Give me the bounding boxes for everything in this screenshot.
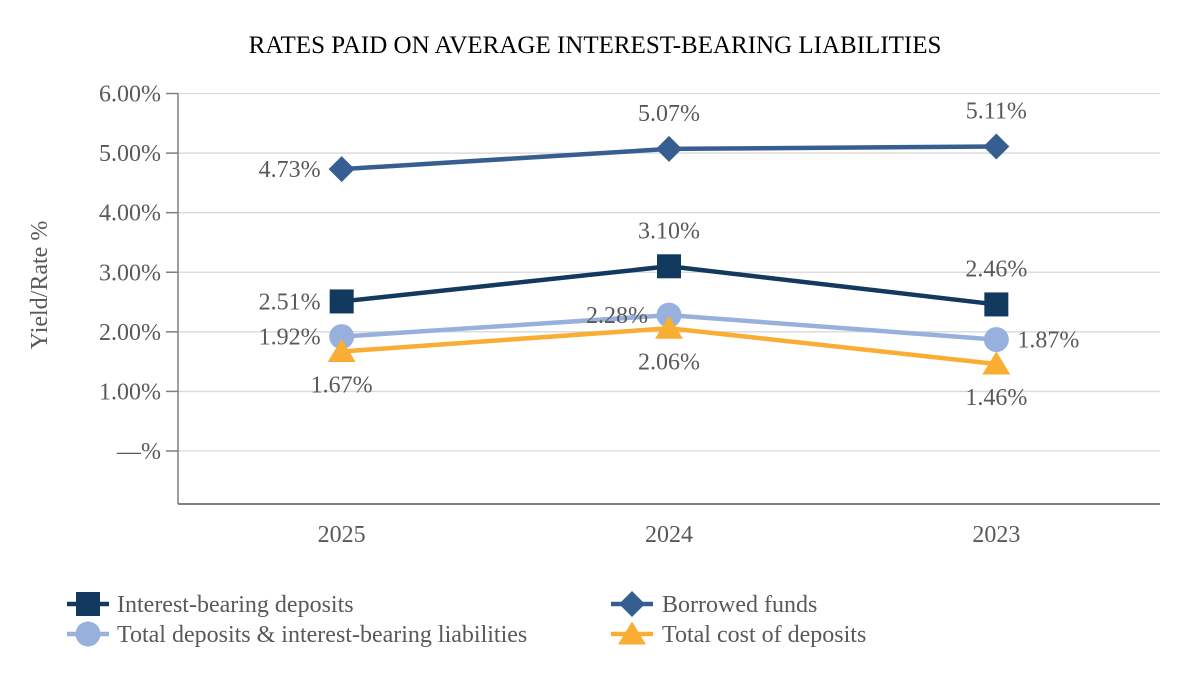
data-point-label: 2.51% (259, 289, 321, 315)
square-marker (657, 254, 681, 279)
diamond-marker (328, 156, 355, 183)
diamond-marker (656, 135, 682, 162)
x-category-label: 2024 (645, 522, 693, 548)
y-tick-label: 2.00% (99, 320, 161, 346)
circle-marker (983, 327, 1009, 353)
triangle-marker (327, 338, 356, 362)
legend: Interest-bearing deposits Total deposits … (67, 591, 866, 648)
data-point-label: 1.92% (259, 325, 321, 351)
data-point-label: 3.10% (638, 218, 700, 244)
data-labels: 4.73% 5.07% 5.11% 2.51% 3.10% 2.46% 1.92% 2.28%… (259, 99, 1080, 411)
legend-item: Interest-bearing deposits (67, 592, 354, 618)
y-tick-label: 3.00% (99, 260, 161, 286)
circle-marker (75, 621, 101, 647)
data-point-label: 1.46% (965, 385, 1027, 411)
chart-title: RATES PAID ON AVERAGE INTEREST-BEARING L… (249, 32, 942, 59)
triangle-marker (982, 351, 1011, 375)
diamond-marker (983, 133, 1010, 160)
data-point-label: 1.87% (1017, 328, 1079, 354)
legend-item: Borrowed funds (611, 591, 817, 618)
legend-label: Total cost of deposits (662, 622, 866, 648)
y-tick-label: 5.00% (99, 141, 161, 167)
circle-marker (656, 302, 682, 328)
y-axis-title: Yield/Rate % (27, 221, 53, 350)
data-point-label: 2.28% (586, 303, 648, 329)
data-point-label: 5.11% (966, 99, 1027, 125)
circle-marker (329, 324, 355, 350)
y-tick-label: 6.00% (99, 82, 161, 108)
legend-label: Total deposits & interest-bearing liabil… (117, 622, 527, 648)
data-point-label: 2.46% (965, 256, 1027, 282)
legend-item: Total deposits & interest-bearing liabil… (67, 621, 527, 648)
square-marker (329, 289, 354, 314)
axes: 6.00% 5.00% 4.00% 3.00% 2.00% 1.00% —% 2025 2024… (99, 82, 1160, 548)
y-tick-label: 4.00% (99, 201, 161, 227)
legend-label: Interest-bearing deposits (117, 592, 354, 618)
legend-label: Borrowed funds (662, 592, 817, 618)
triangle-marker (618, 621, 646, 645)
legend-item: Total cost of deposits (611, 621, 866, 648)
data-point-label: 2.06% (638, 349, 700, 375)
x-category-label: 2023 (972, 522, 1020, 548)
data-point-label: 5.07% (638, 101, 700, 127)
square-marker (984, 292, 1009, 317)
square-marker (76, 592, 100, 616)
x-category-label: 2025 (318, 522, 366, 548)
data-point-label: 4.73% (259, 157, 321, 183)
data-point-label: 1.67% (311, 372, 373, 398)
series-lines (327, 133, 1011, 375)
diamond-marker (619, 591, 645, 617)
triangle-marker (655, 315, 683, 339)
y-tick-label: —% (116, 439, 161, 465)
y-tick-label: 1.00% (99, 379, 161, 405)
